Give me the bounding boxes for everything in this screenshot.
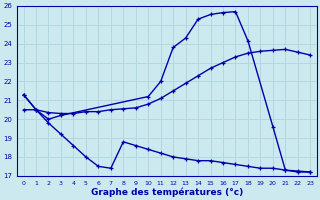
X-axis label: Graphe des températures (°c): Graphe des températures (°c) <box>91 187 243 197</box>
